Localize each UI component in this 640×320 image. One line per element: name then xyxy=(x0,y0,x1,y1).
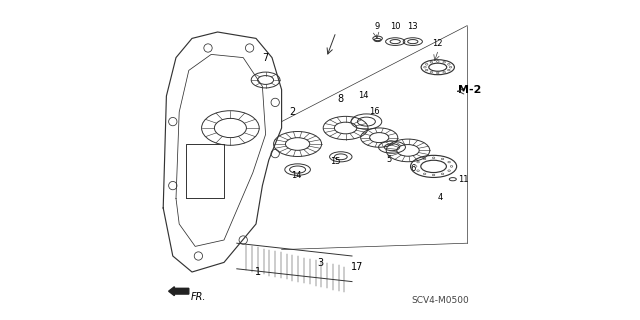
Text: FR.: FR. xyxy=(191,292,206,302)
Text: M-2: M-2 xyxy=(458,84,482,95)
Text: 6: 6 xyxy=(410,164,415,173)
Text: 11: 11 xyxy=(458,175,468,184)
Text: 16: 16 xyxy=(369,107,380,116)
Text: 8: 8 xyxy=(338,94,344,104)
Text: 14: 14 xyxy=(291,171,301,180)
Text: 14: 14 xyxy=(358,91,369,100)
Text: 3: 3 xyxy=(317,258,323,268)
Text: 1: 1 xyxy=(255,267,260,277)
Text: 13: 13 xyxy=(408,22,418,31)
Text: 10: 10 xyxy=(390,22,401,31)
Text: 2: 2 xyxy=(290,107,296,117)
Text: SCV4-M0500: SCV4-M0500 xyxy=(411,296,469,305)
Text: 15: 15 xyxy=(330,157,340,166)
Text: 5: 5 xyxy=(386,155,392,164)
FancyArrow shape xyxy=(169,287,189,296)
Text: 9: 9 xyxy=(375,22,380,31)
Text: 7: 7 xyxy=(262,52,269,63)
Text: 4: 4 xyxy=(437,193,443,202)
Text: 17: 17 xyxy=(351,262,363,272)
Text: 12: 12 xyxy=(433,39,443,48)
